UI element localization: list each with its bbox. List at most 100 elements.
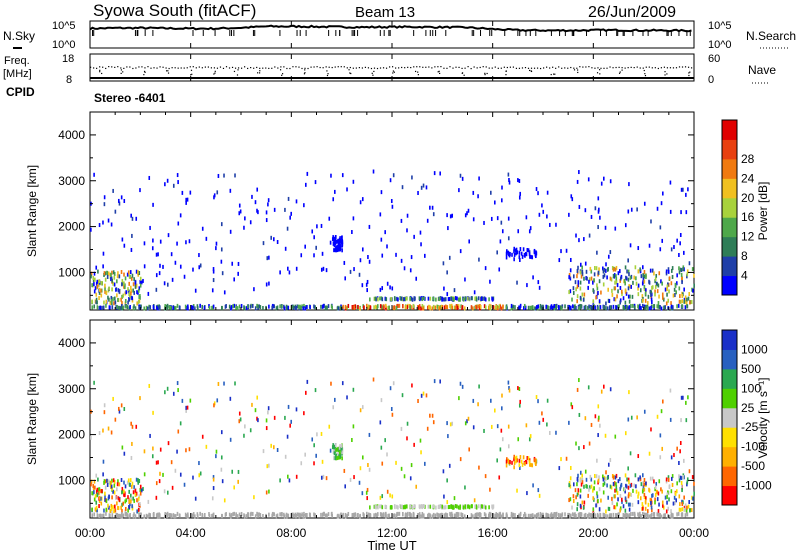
power-cell [179, 213, 182, 218]
power-cell [380, 190, 383, 195]
velocity-cell [366, 496, 368, 501]
freq-label: Freq. [4, 55, 30, 67]
velocity-colorbar-swatch [722, 407, 737, 428]
velocity-cell [660, 487, 662, 492]
power-cell [124, 276, 127, 281]
power-cell [420, 242, 422, 247]
power-cell [572, 290, 575, 295]
velocity-cell [106, 478, 108, 483]
velocity-cell [545, 512, 548, 517]
velocity-cell [686, 477, 689, 482]
power-cell [583, 292, 586, 297]
velocity-cell [108, 513, 111, 518]
power-cell [578, 204, 581, 209]
nave-point [503, 66, 505, 68]
power-cell [631, 294, 634, 299]
power-cell [420, 185, 423, 190]
velocity-cell [641, 489, 644, 494]
velocity-cell [113, 479, 116, 484]
velocity-cell [341, 450, 344, 455]
power-cell [606, 275, 608, 280]
velocity-cell [519, 455, 522, 460]
power-cell [473, 290, 476, 295]
power-cell [632, 280, 634, 285]
velocity-cell [397, 505, 399, 510]
power-cell [569, 276, 572, 281]
power-cell [198, 253, 200, 258]
nave-dip-point [122, 71, 124, 73]
velocity-cell [287, 513, 290, 518]
velocity-cell [459, 381, 462, 386]
velocity-cell [588, 487, 590, 492]
velocity-cell [158, 513, 161, 518]
power-cell [92, 278, 95, 283]
power-cell [392, 306, 395, 311]
nave-point [407, 66, 409, 68]
power-cell [617, 304, 619, 309]
velocity-cell [570, 513, 572, 518]
power-cell [559, 305, 562, 310]
power-cell [368, 259, 371, 264]
power-cell [432, 212, 435, 217]
velocity-cell [475, 513, 478, 518]
velocity-cell [367, 512, 370, 517]
power-cell [643, 284, 646, 289]
nave-point [606, 67, 608, 69]
nave-point [361, 67, 363, 69]
nave-point [476, 67, 478, 69]
nave-point [512, 66, 514, 68]
power-cell [341, 173, 344, 178]
power-cell [134, 284, 137, 289]
power-cell [592, 288, 595, 293]
velocity-cell [667, 475, 670, 480]
velocity-cell [128, 482, 131, 487]
nave-point [410, 66, 412, 69]
power-cell [622, 296, 625, 301]
nave-dip-point [372, 74, 374, 76]
velocity-cell [648, 451, 651, 456]
power-cell [429, 296, 432, 301]
power-cell [127, 287, 129, 292]
velocity-cell [235, 513, 237, 518]
power-cell [593, 304, 595, 309]
power-cell [627, 269, 630, 274]
velocity-cell [112, 396, 114, 401]
velocity-cell [358, 480, 361, 485]
velocity-cell [334, 397, 336, 402]
power-cell [637, 292, 640, 297]
velocity-cell [121, 445, 124, 450]
power-cell [287, 266, 289, 271]
velocity-cell [623, 514, 626, 519]
velocity-cell [584, 416, 587, 421]
power-cell [107, 218, 110, 223]
velocity-cell [624, 431, 627, 436]
velocity-cell [611, 496, 613, 501]
velocity-cell [581, 473, 583, 478]
velocity-cell [194, 514, 196, 519]
velocity-cell [96, 487, 99, 492]
velocity-cell [689, 508, 691, 513]
velocity-cell [139, 487, 142, 492]
velocity-cell [593, 480, 596, 485]
velocity-cell [211, 513, 213, 518]
power-cell [511, 252, 513, 257]
velocity-cell [669, 388, 672, 393]
power-cell [111, 278, 113, 283]
power-cell [667, 298, 670, 303]
power-cell [93, 271, 96, 276]
velocity-cell [220, 467, 223, 472]
power-cell [120, 195, 123, 200]
power-cell [658, 271, 661, 276]
nave-dip-point [463, 74, 465, 76]
velocity-cell [571, 505, 573, 510]
velocity-cell [101, 488, 103, 493]
nave-point [120, 67, 122, 69]
power-colorbar-swatch [722, 197, 737, 218]
velocity-cell [665, 509, 668, 514]
velocity-cell [499, 512, 502, 517]
power-cell [98, 296, 100, 301]
velocity-cell [644, 506, 647, 511]
power-cell [409, 296, 412, 301]
velocity-cell [664, 513, 666, 518]
velocity-cell [126, 480, 129, 485]
